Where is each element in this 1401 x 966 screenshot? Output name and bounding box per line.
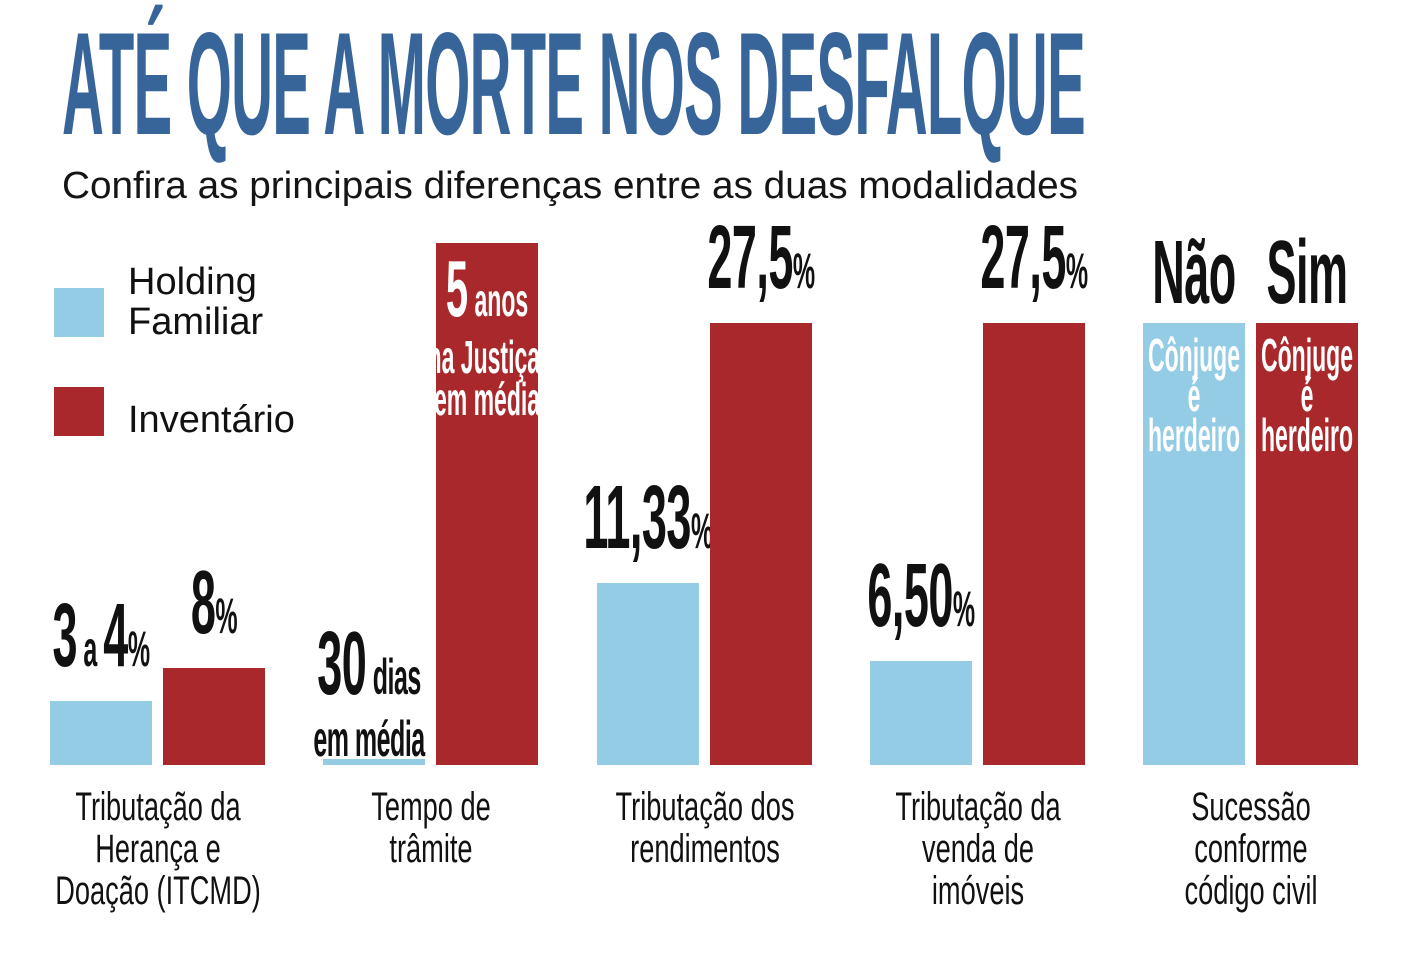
label-unit: % — [1065, 243, 1088, 300]
legend-label-line: Familiar — [128, 301, 264, 343]
data-label: 27,5% — [707, 213, 815, 311]
label-unit: % — [215, 588, 238, 645]
bar-inner-label: 5 anos na Justiça, em média — [428, 249, 547, 423]
category-label-line: Tributação da — [894, 785, 1061, 829]
legend-label-inventario: Inventário — [128, 400, 295, 440]
bar-holding — [597, 582, 699, 765]
label-unit: a — [76, 620, 104, 677]
label-line: em média — [313, 714, 425, 764]
legend-swatch-inventario — [54, 387, 104, 436]
legend-label-line: Inventário — [128, 399, 295, 441]
label-line: herdeiro — [1260, 409, 1354, 461]
bar-holding — [1143, 323, 1245, 765]
label-line: Cônjuge — [1148, 329, 1240, 381]
label-unit: dias — [366, 649, 422, 705]
category-label: Tributação dos rendimentos — [615, 786, 794, 870]
label-line: 8% — [191, 558, 238, 656]
label-value: 4 — [103, 585, 128, 686]
bar-inventario — [436, 243, 538, 765]
label-line: Cônjuge — [1261, 329, 1353, 381]
chart-subtitle: Confira as principais diferenças entre a… — [62, 165, 1078, 207]
category-label: Tempo de trâmite — [371, 786, 490, 870]
category-label-line: Doação (ITCMD) — [54, 869, 261, 913]
category-label-line: Tributação da — [74, 785, 241, 829]
label-line: é — [1187, 369, 1201, 421]
data-label: 8% — [191, 558, 238, 656]
category-label: Tributação da Herança e Doação (ITCMD) — [55, 786, 261, 912]
category-label-line: Sucessão — [1190, 785, 1311, 829]
label-line: Sim — [1266, 228, 1348, 318]
label-line: é — [1300, 369, 1314, 421]
label-value: 27,5 — [980, 208, 1066, 309]
chart-title: ATÉ QUE A MORTE NOS DESFALQUE — [62, 2, 1086, 165]
category-label-line: Tributação dos — [615, 785, 794, 829]
label-unit: em média — [313, 711, 425, 767]
category-label-line: rendimentos — [629, 827, 780, 871]
bar-inventario — [163, 668, 265, 765]
data-label: 27,5% — [980, 213, 1088, 311]
category-label-line: código civil — [1183, 869, 1318, 913]
data-label: 3 a 4% — [52, 591, 150, 689]
bar-inventario — [1256, 323, 1358, 765]
label-unit: % — [690, 502, 713, 559]
data-label: 11,33% — [583, 473, 713, 571]
bar-inventario — [710, 323, 812, 765]
label-value: 6,50 — [867, 545, 953, 646]
bar-holding — [323, 759, 425, 765]
label-unit: na Justiça, — [427, 331, 547, 383]
data-label: Não — [1152, 228, 1236, 318]
category-label-line: venda de — [921, 827, 1034, 871]
bar-holding — [870, 660, 972, 765]
category-label-line: trâmite — [388, 827, 473, 871]
label-line: herdeiro — [1147, 409, 1241, 461]
bar-inner-label: Cônjuge é herdeiro — [1260, 329, 1354, 461]
label-line: 30 dias — [313, 619, 424, 717]
data-label: 6,50% — [867, 551, 975, 649]
category-label-line: imóveis — [931, 869, 1024, 913]
label-unit: anos — [468, 274, 529, 326]
legend-label-holding: Holding Familiar — [128, 262, 263, 342]
category-label-line: conforme — [1193, 827, 1308, 871]
label-value: 8 — [190, 553, 216, 654]
legend-label-line: Holding — [128, 261, 257, 303]
label-line: em média — [428, 376, 547, 422]
label-value: Não — [1152, 223, 1236, 323]
category-label-line: Herança e — [94, 827, 221, 871]
category-label: Tributação da venda de imóveis — [895, 786, 1060, 912]
label-unit: % — [127, 620, 150, 677]
label-line: na Justiça, — [428, 334, 547, 380]
label-value: 30 — [317, 614, 367, 714]
legend-swatch-holding — [54, 288, 104, 337]
label-unit: % — [952, 580, 975, 637]
category-label-line: Tempo de — [370, 785, 491, 829]
bar-inner-label: Cônjuge é herdeiro — [1147, 329, 1241, 461]
bar-inventario — [983, 323, 1085, 765]
label-value: 11,33 — [583, 467, 691, 568]
label-unit: em média — [433, 373, 541, 425]
label-value: Sim — [1266, 223, 1348, 323]
label-value: 5 — [445, 244, 469, 333]
label-line: 5 anos — [428, 249, 547, 336]
data-label: Sim — [1266, 228, 1348, 318]
category-label: Sucessão conforme código civil — [1184, 786, 1317, 912]
label-value: 27,5 — [707, 208, 793, 309]
label-line: 6,50% — [867, 551, 975, 649]
bar-holding — [50, 700, 152, 765]
label-line: 27,5% — [980, 213, 1088, 311]
data-label: 30 dias em média — [313, 619, 425, 764]
label-line: 11,33% — [583, 473, 713, 571]
label-line: 3 a 4% — [52, 591, 150, 689]
label-line: 27,5% — [707, 213, 815, 311]
label-unit: % — [792, 243, 815, 300]
label-line: Não — [1152, 228, 1236, 318]
label-value: 3 — [52, 585, 77, 686]
